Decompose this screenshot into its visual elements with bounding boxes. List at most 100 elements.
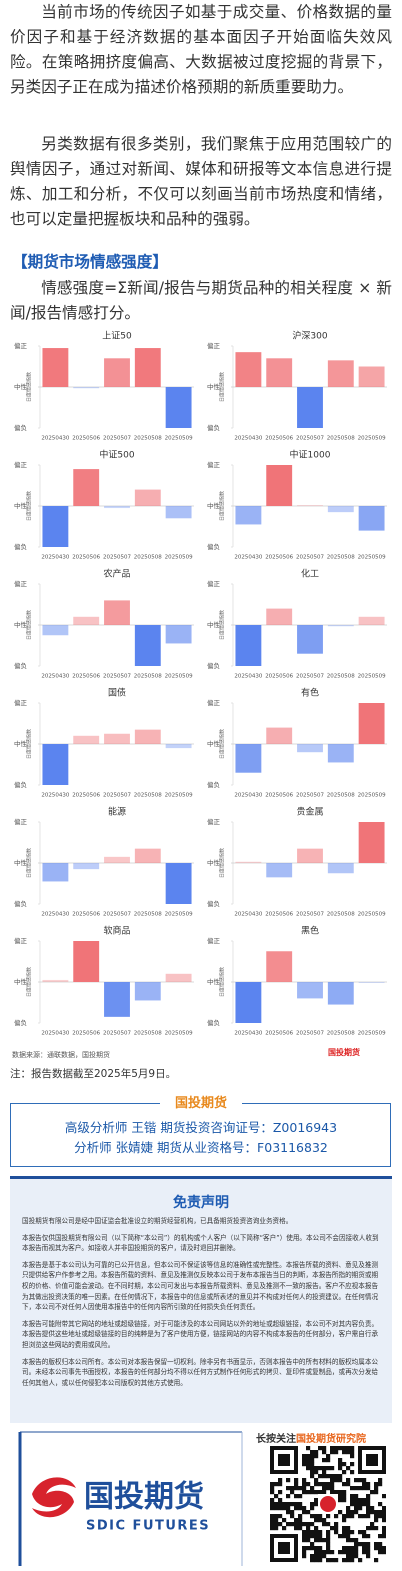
note: 注：报告数据截至2025年5月9日。 bbox=[10, 1068, 177, 1080]
qr-module bbox=[354, 1546, 359, 1551]
y-tick-label: 偏负 bbox=[14, 899, 27, 908]
qr-module bbox=[342, 1518, 347, 1523]
qr-module bbox=[306, 1538, 311, 1543]
bar bbox=[42, 348, 69, 387]
x-tick-label: 20250509 bbox=[358, 793, 386, 799]
bar bbox=[104, 506, 130, 509]
bar bbox=[165, 387, 192, 428]
x-tick-label: 20250507 bbox=[296, 1031, 324, 1037]
bar bbox=[235, 982, 262, 1023]
qr-module bbox=[366, 1510, 371, 1515]
qr-module bbox=[278, 1502, 283, 1507]
qr-module bbox=[338, 1462, 343, 1467]
x-tick-label: 20250507 bbox=[103, 912, 131, 918]
qr-module bbox=[306, 1454, 311, 1459]
y-tick-label: 偏正 bbox=[14, 579, 28, 588]
qr-module bbox=[338, 1458, 343, 1463]
qr-module bbox=[306, 1446, 311, 1451]
qr-module bbox=[310, 1462, 315, 1467]
qr-module bbox=[314, 1550, 319, 1555]
y-tick-label: 偏正 bbox=[14, 936, 28, 945]
qr-module bbox=[338, 1446, 343, 1451]
qr-module bbox=[302, 1534, 307, 1539]
qr-module bbox=[374, 1558, 379, 1563]
qr-module bbox=[294, 1526, 299, 1531]
qr-module bbox=[374, 1482, 379, 1487]
qr-module bbox=[346, 1450, 351, 1455]
qr-module bbox=[366, 1502, 371, 1507]
qr-module bbox=[382, 1526, 386, 1531]
qr-module bbox=[270, 1514, 275, 1519]
qr-module bbox=[274, 1522, 279, 1527]
qr-module bbox=[362, 1534, 367, 1539]
y-tick-label: 中性 bbox=[14, 382, 28, 391]
bar bbox=[297, 625, 323, 654]
bar bbox=[266, 863, 293, 878]
qr-module bbox=[298, 1486, 303, 1491]
bar bbox=[134, 489, 161, 506]
qr-module bbox=[330, 1446, 335, 1451]
analyst-line: 分析师 张婧婕 期货从业资格号：F03116832 bbox=[74, 1140, 328, 1155]
y-tick-label: 偏负 bbox=[207, 542, 220, 551]
qr-module bbox=[382, 1514, 386, 1519]
qr-module bbox=[370, 1526, 375, 1531]
qr-module bbox=[382, 1530, 386, 1535]
bar bbox=[358, 616, 385, 625]
qr-module bbox=[318, 1530, 323, 1535]
qr-finder bbox=[278, 1454, 290, 1466]
chart-title: 黑色 bbox=[301, 925, 319, 937]
qr-module bbox=[342, 1462, 347, 1467]
qr-module bbox=[382, 1534, 386, 1539]
qr-module bbox=[322, 1522, 327, 1527]
qr-module bbox=[310, 1470, 315, 1475]
qr-module bbox=[338, 1490, 343, 1495]
x-tick-label: 20250508 bbox=[327, 1031, 355, 1037]
qr-module bbox=[278, 1490, 283, 1495]
qr-module bbox=[350, 1470, 355, 1475]
qr-module bbox=[354, 1554, 359, 1559]
bar bbox=[73, 469, 100, 506]
x-tick-label: 20250509 bbox=[165, 436, 193, 442]
qr-module bbox=[334, 1490, 339, 1495]
follow-text: 长按关注国投期货研究院 bbox=[256, 1430, 366, 1445]
qr-module bbox=[382, 1550, 386, 1555]
y-axis-title: 日度情感指数 bbox=[26, 610, 33, 640]
x-tick-label: 20250508 bbox=[327, 674, 355, 680]
qr-module bbox=[378, 1542, 383, 1547]
qr-module bbox=[350, 1462, 355, 1467]
qr-module bbox=[358, 1558, 363, 1563]
qr-module bbox=[346, 1446, 351, 1451]
qr-module bbox=[318, 1558, 323, 1563]
qr-module bbox=[366, 1550, 371, 1555]
qr-module bbox=[350, 1510, 355, 1515]
qr-module bbox=[314, 1482, 319, 1487]
y-axis-title: 日度情感指数 bbox=[219, 491, 226, 521]
brand-en: SDIC FUTURES bbox=[86, 1519, 210, 1534]
qr-module bbox=[270, 1522, 275, 1527]
qr-module bbox=[310, 1466, 315, 1471]
qr-module bbox=[330, 1526, 335, 1531]
y-tick-label: 偏正 bbox=[14, 817, 28, 826]
qr-module bbox=[358, 1530, 363, 1535]
x-tick-label: 20250507 bbox=[296, 436, 324, 442]
qr-module bbox=[302, 1510, 307, 1515]
bar bbox=[327, 863, 354, 874]
bar bbox=[134, 982, 161, 1001]
qr-module bbox=[346, 1530, 351, 1535]
qr-module bbox=[278, 1514, 283, 1519]
qr-module bbox=[270, 1482, 275, 1487]
x-tick-label: 20250507 bbox=[103, 555, 131, 561]
qr-module bbox=[366, 1498, 371, 1503]
qr-module bbox=[346, 1526, 351, 1531]
qr-module bbox=[298, 1506, 303, 1511]
qr-module bbox=[366, 1554, 371, 1559]
x-tick-label: 20250430 bbox=[234, 555, 262, 561]
qr-module bbox=[342, 1526, 347, 1531]
bar bbox=[73, 863, 100, 870]
qr-module bbox=[302, 1538, 307, 1543]
x-tick-label: 20250509 bbox=[165, 674, 193, 680]
qr-module bbox=[366, 1486, 371, 1491]
qr-module bbox=[326, 1482, 331, 1487]
qr-module bbox=[338, 1466, 343, 1471]
qr-module bbox=[322, 1538, 327, 1543]
